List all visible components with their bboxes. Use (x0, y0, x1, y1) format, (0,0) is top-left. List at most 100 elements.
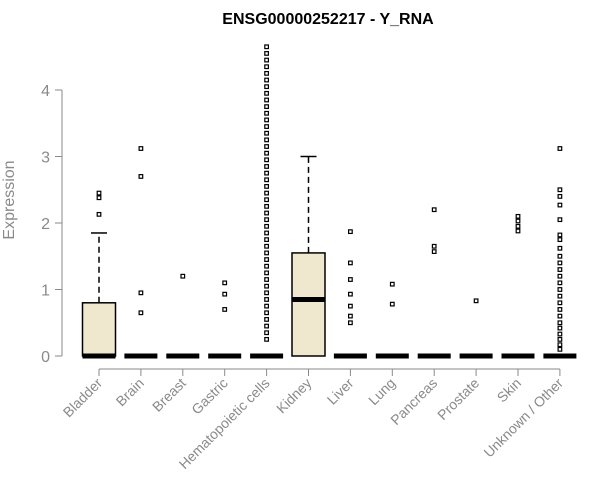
outlier-point (96, 195, 102, 201)
x-tick-label: Brain (113, 375, 147, 409)
outlier-point (96, 190, 102, 196)
outlier-point (515, 213, 521, 219)
outlier-point (389, 301, 395, 307)
outlier-point (222, 280, 228, 286)
x-tick-label: Liver (324, 375, 357, 408)
outlier-point (264, 77, 269, 83)
outlier-point (557, 325, 563, 331)
outlier-point (264, 90, 269, 96)
outlier-point (96, 211, 102, 217)
outlier-point (264, 283, 269, 289)
outlier-point (557, 300, 563, 306)
x-tick-label: Breast (149, 375, 189, 415)
outlier-point (264, 203, 269, 209)
outlier-point (431, 207, 437, 213)
outlier-point (264, 257, 269, 262)
outlier-point (264, 270, 269, 276)
outlier-point (431, 249, 437, 254)
box-group (333, 229, 367, 359)
outlier-point (264, 137, 269, 143)
outlier-point (348, 260, 353, 266)
outlier-point (557, 194, 563, 199)
outlier-point (515, 218, 521, 224)
outlier-point (264, 210, 269, 216)
outlier-point (473, 298, 479, 304)
outlier-point (264, 303, 269, 309)
outlier-point (264, 243, 269, 249)
y-axis-label: Expression (1, 160, 18, 239)
outlier-point (264, 297, 269, 302)
outlier-point (557, 331, 563, 337)
outlier-point (264, 44, 269, 50)
outlier-point (264, 310, 269, 316)
box (81, 302, 117, 357)
y-tick-label: 3 (41, 150, 50, 167)
x-tick-label: Lung (365, 375, 398, 408)
outlier-point (264, 157, 269, 163)
outlier-point (557, 293, 563, 299)
outlier-point (264, 110, 269, 116)
x-tick-label: Unknown / Other (480, 375, 566, 461)
outlier-point (138, 174, 144, 179)
outlier-point (264, 217, 269, 223)
x-tick-label: Kidney (273, 375, 315, 417)
outlier-point (515, 223, 521, 229)
outlier-point (348, 291, 353, 297)
outlier-point (515, 228, 521, 234)
outlier-point (557, 267, 563, 272)
outlier-point (264, 130, 269, 136)
outlier-point (557, 202, 563, 208)
outlier-point (348, 229, 353, 235)
outlier-point (389, 281, 395, 287)
outlier-point (557, 232, 563, 238)
plot-area (81, 44, 577, 359)
outlier-point (557, 260, 563, 266)
outlier-point (264, 117, 269, 123)
outlier-point (348, 303, 353, 309)
outlier-point (138, 146, 144, 151)
outlier-point (264, 190, 269, 196)
outlier-point (348, 277, 353, 282)
outlier-point (557, 187, 563, 193)
outlier-point (264, 230, 269, 236)
box-group (459, 298, 493, 359)
outlier-point (264, 277, 269, 282)
outlier-point (557, 320, 563, 326)
outlier-point (180, 273, 186, 279)
box-group (166, 273, 200, 359)
outlier-point (264, 263, 269, 269)
outlier-point (138, 310, 144, 316)
box-group (291, 155, 326, 357)
outlier-point (557, 280, 563, 286)
x-tick-label: Pancreas (387, 375, 440, 428)
outlier-point (264, 177, 269, 183)
outlier-point (222, 291, 228, 297)
outlier-point (557, 346, 563, 352)
outlier-point (264, 237, 269, 243)
outlier-point (264, 104, 269, 110)
outlier-point (264, 223, 269, 229)
outlier-point (264, 51, 269, 56)
outlier-point (264, 97, 269, 103)
chart-title: ENSG00000252217 - Y_RNA (222, 11, 434, 28)
outlier-point (264, 164, 269, 169)
y-tick-label: 0 (41, 349, 50, 366)
y-tick-label: 2 (41, 216, 50, 233)
outlier-point (264, 70, 269, 76)
outlier-point (557, 307, 563, 312)
outlier-point (557, 253, 563, 259)
x-tick-label: Prostate (434, 375, 482, 423)
outlier-point (557, 273, 563, 279)
outlier-point (222, 307, 228, 312)
outlier-point (264, 124, 269, 129)
y-tick-label: 1 (41, 283, 50, 300)
box-group (208, 280, 242, 359)
outlier-point (557, 237, 563, 243)
outlier-point (557, 217, 563, 223)
outlier-point (557, 313, 563, 319)
box-group (81, 190, 117, 359)
outlier-point (557, 245, 563, 251)
outlier-point (264, 250, 269, 256)
x-tick-label: Skin (494, 375, 525, 406)
